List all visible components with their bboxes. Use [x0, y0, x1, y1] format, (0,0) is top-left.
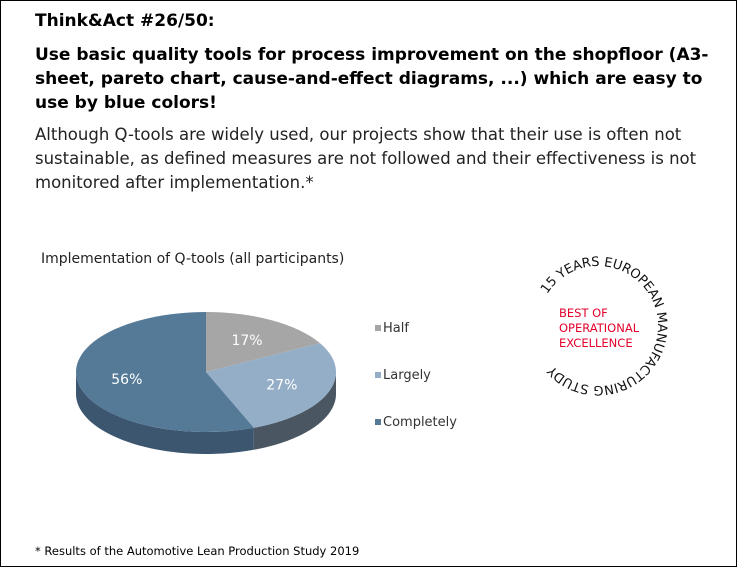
badge-line-3: EXCELLENCE [559, 336, 633, 350]
legend-swatch-half [375, 325, 381, 331]
footnote: * Results of the Automotive Lean Product… [35, 544, 360, 558]
data-label-half: 17% [231, 333, 262, 349]
legend-swatch-completely [375, 419, 381, 425]
data-label-completely: 56% [111, 372, 142, 388]
headline: Use basic quality tools for process impr… [35, 45, 709, 113]
badge-line-2: OPERATIONAL [559, 321, 640, 335]
legend-label-completely: Completely [383, 415, 457, 430]
pie-side-completely [76, 372, 254, 454]
chart-title: Implementation of Q-tools (all participa… [41, 251, 345, 267]
data-label-largely: 27% [266, 378, 297, 394]
slide-title: Think&Act #26/50: [35, 11, 215, 31]
pie-slice-half [206, 312, 320, 372]
pie-slice-completely [76, 312, 254, 432]
body-text: Although Q-tools are widely used, our pr… [35, 125, 697, 192]
legend-label-half: Half [383, 321, 409, 336]
pie-slice-largely [206, 343, 336, 428]
legend-swatch-largely [375, 372, 381, 378]
badge-line-1: BEST OF [559, 306, 608, 320]
legend-label-largely: Largely [383, 368, 431, 383]
pie-side-largely [253, 372, 336, 450]
